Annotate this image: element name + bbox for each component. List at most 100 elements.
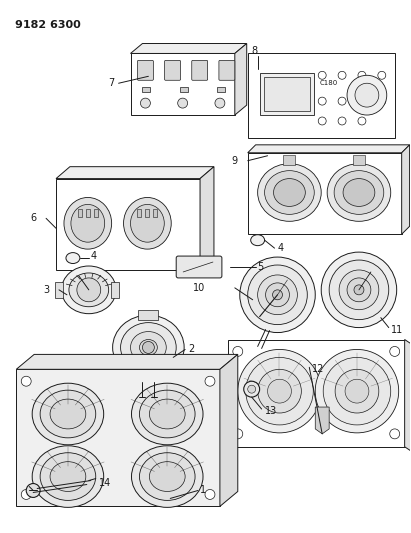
Circle shape — [258, 369, 301, 413]
Circle shape — [345, 379, 369, 403]
Ellipse shape — [124, 197, 171, 249]
Bar — [284, 155, 296, 165]
Text: 3: 3 — [43, 285, 49, 295]
Circle shape — [321, 252, 397, 328]
Text: 4: 4 — [277, 243, 284, 253]
Polygon shape — [220, 354, 238, 506]
Bar — [94, 209, 98, 217]
Bar — [248, 153, 402, 234]
Circle shape — [26, 483, 40, 497]
Ellipse shape — [50, 462, 86, 491]
Circle shape — [354, 285, 364, 295]
Polygon shape — [56, 167, 214, 179]
Ellipse shape — [131, 205, 164, 242]
Bar — [353, 155, 365, 165]
FancyBboxPatch shape — [176, 256, 222, 278]
Ellipse shape — [334, 171, 384, 214]
Circle shape — [358, 117, 366, 125]
Ellipse shape — [139, 453, 195, 500]
Circle shape — [378, 71, 386, 79]
Ellipse shape — [69, 273, 109, 306]
Text: 9: 9 — [232, 156, 238, 166]
Bar — [248, 53, 395, 138]
Circle shape — [205, 489, 215, 499]
Bar — [55, 282, 63, 298]
Text: 9182 6300: 9182 6300 — [15, 20, 81, 30]
Circle shape — [268, 379, 291, 403]
Polygon shape — [315, 407, 329, 434]
Bar — [180, 87, 188, 92]
Bar — [228, 340, 405, 447]
Circle shape — [318, 97, 326, 105]
Circle shape — [238, 350, 321, 433]
Circle shape — [315, 350, 399, 433]
Ellipse shape — [66, 253, 80, 263]
Circle shape — [358, 71, 366, 79]
Ellipse shape — [32, 383, 104, 445]
Circle shape — [323, 358, 391, 425]
Ellipse shape — [120, 322, 176, 372]
Ellipse shape — [50, 399, 86, 429]
Circle shape — [318, 117, 326, 125]
Circle shape — [390, 346, 399, 357]
Ellipse shape — [32, 446, 104, 507]
Circle shape — [329, 260, 389, 320]
Circle shape — [339, 270, 379, 310]
Circle shape — [390, 429, 399, 439]
Ellipse shape — [113, 315, 184, 379]
Text: 2: 2 — [188, 344, 194, 354]
Ellipse shape — [132, 446, 203, 507]
Circle shape — [240, 257, 315, 333]
Circle shape — [378, 97, 386, 105]
Polygon shape — [235, 44, 247, 115]
Bar — [153, 209, 157, 217]
Ellipse shape — [274, 179, 305, 206]
Circle shape — [205, 376, 215, 386]
Circle shape — [21, 489, 31, 499]
FancyBboxPatch shape — [219, 60, 235, 80]
Ellipse shape — [132, 383, 203, 445]
Bar — [78, 209, 82, 217]
Circle shape — [244, 381, 260, 397]
Circle shape — [248, 265, 307, 325]
Polygon shape — [16, 354, 238, 369]
Text: 10: 10 — [193, 283, 205, 293]
Bar — [137, 209, 141, 217]
Ellipse shape — [149, 399, 185, 429]
Bar — [111, 282, 119, 298]
Circle shape — [215, 98, 225, 108]
Circle shape — [143, 342, 155, 353]
Text: 4: 4 — [91, 251, 97, 261]
Bar — [131, 53, 235, 115]
FancyBboxPatch shape — [137, 60, 153, 80]
Polygon shape — [402, 145, 410, 234]
Ellipse shape — [251, 235, 265, 246]
Ellipse shape — [131, 332, 166, 364]
Ellipse shape — [149, 462, 185, 491]
Polygon shape — [200, 167, 214, 270]
Bar — [56, 179, 200, 270]
Circle shape — [272, 290, 282, 300]
Circle shape — [338, 117, 346, 125]
Ellipse shape — [258, 164, 321, 221]
Circle shape — [248, 385, 256, 393]
Bar — [260, 74, 314, 115]
Ellipse shape — [327, 164, 391, 221]
Circle shape — [233, 429, 243, 439]
Ellipse shape — [62, 266, 116, 314]
Bar — [139, 310, 158, 320]
Text: 7: 7 — [109, 78, 115, 88]
FancyBboxPatch shape — [192, 60, 208, 80]
Ellipse shape — [40, 453, 96, 500]
Ellipse shape — [40, 390, 96, 438]
Circle shape — [358, 97, 366, 105]
Circle shape — [347, 75, 387, 115]
Bar — [145, 209, 149, 217]
Circle shape — [233, 346, 243, 357]
Circle shape — [355, 83, 379, 107]
Ellipse shape — [265, 171, 314, 214]
Text: C180: C180 — [319, 80, 337, 86]
FancyBboxPatch shape — [165, 60, 180, 80]
Polygon shape — [405, 340, 411, 455]
Circle shape — [77, 278, 101, 302]
